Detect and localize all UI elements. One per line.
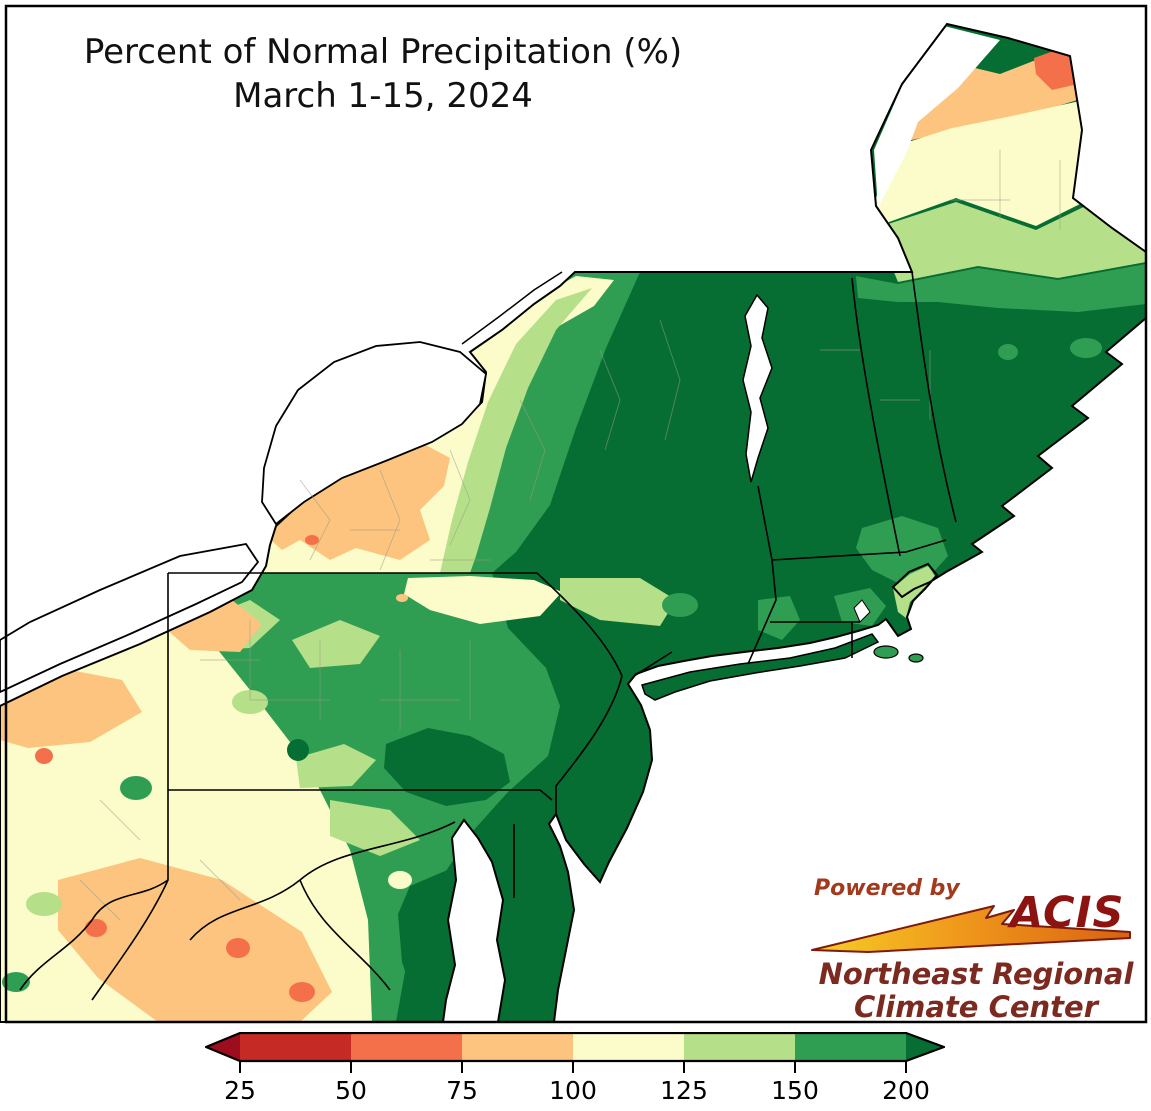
title-line-2: March 1-15, 2024 [233, 76, 533, 116]
lake-champlain [742, 293, 773, 483]
contour-lightgreen-cape-cod [893, 566, 935, 618]
map-frame [4, 4, 1148, 1024]
colorbar-legend: 25 50 75 100 125 150 200 [203, 1031, 948, 1111]
colorbar-tick-label: 150 [771, 1076, 819, 1105]
contour-bands [0, 24, 1146, 1022]
colorbar-bin-125-150 [684, 1033, 795, 1061]
state-border-ny-ct [747, 559, 777, 665]
st-lawrence-far-shore [461, 271, 563, 345]
colorbar-bin-25-50 [240, 1033, 351, 1061]
state-border-potomac [189, 821, 456, 941]
colorbar-tick-label: 75 [446, 1076, 478, 1105]
lake-erie [0, 543, 260, 693]
colorbar-ticks [239, 1061, 907, 1073]
colorbar-arrow-right [906, 1033, 944, 1061]
nrcc-acis-logo: Powered by ACIS Northeast Regional Clima… [808, 876, 1144, 1024]
state-borders [19, 271, 957, 1001]
org-name-line-1: Northeast Regional [818, 957, 1134, 991]
colorbar-arrow-left [206, 1033, 240, 1061]
org-name-line-2: Climate Center [853, 990, 1098, 1024]
no-data-north-maine [874, 26, 1000, 208]
powered-by-label: Powered by [814, 876, 960, 901]
colorbar-bin-50-75 [351, 1033, 462, 1061]
state-border-ny-vt [757, 485, 773, 561]
long-island [641, 633, 880, 701]
colorbar-tick-label: 25 [224, 1076, 256, 1105]
state-border-ma-north [771, 539, 947, 561]
state-border-mason-dixon [168, 789, 553, 801]
colorbar-tick-label: 100 [549, 1076, 597, 1105]
colorbar-tick-label: 50 [335, 1076, 367, 1105]
acis-swoosh-icon [811, 905, 1131, 953]
colorbar-tick-label: 200 [882, 1076, 930, 1105]
state-border-ny-nj [633, 651, 673, 677]
state-border-wv-pa [91, 790, 169, 1001]
nantucket [908, 653, 924, 663]
contour-green-boston [856, 516, 948, 584]
state-border-delaware-river [536, 572, 623, 814]
marthas-vineyard [873, 645, 899, 659]
page-title: Percent of Normal Precipitation (%) Marc… [58, 30, 708, 118]
colorbar-bin-100-125 [573, 1033, 684, 1061]
contour-orange-wv [58, 858, 332, 1022]
colorbar-bin-150-200 [795, 1033, 906, 1061]
state-border-nh-me [911, 271, 957, 523]
colorbar-bin-75-100 [462, 1033, 573, 1061]
state-border-wv-va [299, 879, 391, 991]
state-border-vt-nh [851, 277, 901, 557]
title-line-1: Percent of Normal Precipitation (%) [83, 32, 683, 72]
contour-yellow-north-pa [404, 576, 562, 624]
org-name: Northeast Regional Climate Center [808, 958, 1144, 1024]
contour-lightgreen-ny-band [440, 288, 592, 573]
colorbar-tick-label: 125 [660, 1076, 708, 1105]
state-border-ohio-river [19, 879, 169, 991]
lake-ontario [261, 341, 487, 526]
colorbar-bar [203, 1031, 948, 1073]
acis-wordmark: ACIS [1010, 888, 1125, 938]
county-borders [79, 150, 1061, 921]
